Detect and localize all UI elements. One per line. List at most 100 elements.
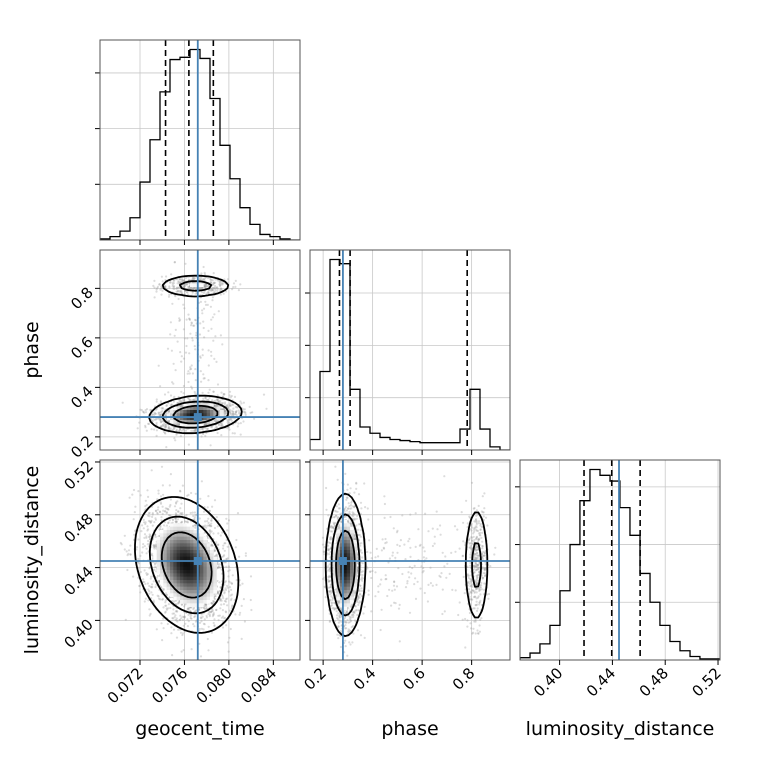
sample-point [203, 618, 206, 621]
sample-point [215, 286, 218, 289]
sample-point [207, 329, 210, 332]
sample-point [191, 276, 194, 279]
density-cell [206, 406, 211, 411]
sample-point [225, 558, 228, 561]
sample-point [204, 434, 207, 438]
sample-point [219, 287, 222, 290]
sample-point [185, 283, 188, 286]
sample-point [161, 598, 164, 601]
sample-point [214, 288, 217, 292]
sample-point [147, 588, 150, 591]
density-cell [186, 420, 191, 424]
sample-point [223, 549, 226, 552]
sample-point [168, 427, 171, 431]
sample-point [153, 296, 156, 299]
density-cell [200, 423, 204, 428]
sample-point [132, 488, 136, 492]
sample-point [143, 569, 146, 572]
sample-point [226, 403, 229, 406]
sample-point [232, 410, 235, 413]
sample-point [213, 281, 216, 284]
sample-point [216, 420, 219, 423]
density-cell [200, 416, 204, 421]
sample-point [190, 429, 193, 432]
sample-point [229, 404, 232, 407]
density-cell [183, 403, 188, 408]
sample-point [152, 599, 155, 602]
sample-point [178, 618, 182, 622]
sample-point [222, 407, 225, 410]
sample-point [151, 593, 154, 596]
sample-point [173, 334, 176, 337]
sample-point [137, 557, 140, 561]
sample-point [216, 431, 219, 435]
sample-point [177, 290, 180, 293]
sample-point [227, 575, 230, 578]
sample-point [208, 396, 211, 399]
sample-point [165, 446, 168, 449]
density-cell [206, 410, 211, 414]
sample-point [250, 608, 253, 612]
sample-point [223, 617, 226, 620]
sample-point [172, 628, 176, 631]
sample-point [193, 277, 196, 280]
sample-point [221, 424, 224, 427]
sample-point [182, 429, 185, 432]
sample-point [224, 610, 227, 613]
sample-point [205, 603, 208, 606]
sample-point [163, 393, 167, 396]
sample-point [182, 328, 185, 331]
sample-point [153, 413, 156, 416]
sample-point [163, 422, 166, 425]
sample-point [162, 424, 165, 428]
sample-point [178, 278, 182, 281]
sample-point [209, 277, 212, 280]
sample-point [160, 407, 163, 410]
sample-point [200, 627, 203, 630]
sample-point [226, 586, 229, 589]
density-cell [166, 416, 171, 421]
sample-point [181, 399, 184, 402]
sample-point [221, 343, 224, 346]
sample-point [177, 510, 180, 513]
sample-point [223, 592, 226, 595]
sample-point [172, 279, 175, 282]
sample-point [242, 408, 245, 411]
sample-point [202, 397, 205, 400]
sample-point [236, 406, 239, 409]
sample-point [177, 510, 180, 513]
sample-point [233, 432, 236, 435]
sample-point [222, 292, 225, 295]
sample-point [184, 351, 188, 354]
sample-point [168, 409, 171, 412]
sample-point [170, 403, 173, 406]
sample-point [195, 609, 198, 612]
sample-point [205, 399, 209, 402]
sample-point [164, 507, 167, 510]
sample-point [232, 286, 235, 289]
sample-point [161, 512, 164, 516]
sample-point [145, 573, 148, 577]
density-cell [213, 406, 218, 411]
sample-point [187, 278, 190, 281]
density-cell [193, 406, 198, 411]
sample-point [192, 286, 195, 289]
sample-point [142, 410, 145, 413]
sample-point [187, 380, 190, 384]
sample-point [211, 288, 214, 292]
sample-point [242, 401, 245, 404]
sample-point [200, 380, 203, 383]
sample-point [228, 421, 231, 424]
sample-point [151, 585, 154, 589]
sample-point [158, 283, 161, 286]
sample-point [221, 595, 224, 598]
sample-point [204, 427, 207, 430]
sample-point [215, 287, 218, 290]
sample-point [178, 399, 181, 402]
sample-point [203, 285, 206, 288]
sample-point [173, 505, 177, 508]
sample-point [239, 611, 242, 614]
sample-point [200, 427, 203, 430]
sample-point [219, 401, 222, 404]
density-cell [203, 413, 208, 418]
